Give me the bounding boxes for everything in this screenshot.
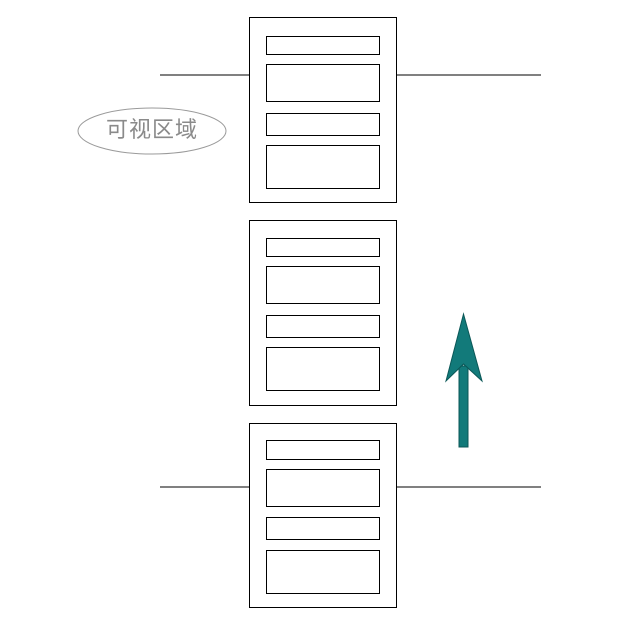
card-row-title [266, 36, 380, 55]
viewport-label-ellipse [77, 107, 227, 155]
card-row-title [266, 113, 380, 136]
card-row-title [266, 440, 380, 460]
card-row-block [266, 266, 380, 304]
card-bottom [249, 423, 397, 608]
card-row-title [266, 238, 380, 257]
card-middle [249, 220, 397, 406]
card-row-title [266, 517, 380, 540]
card-row-block [266, 550, 380, 594]
card-row-block [266, 469, 380, 507]
card-row-block [266, 64, 380, 102]
card-row-block [266, 145, 380, 189]
card-row-title [266, 315, 380, 338]
arrow-head [445, 312, 483, 383]
card-top [249, 17, 397, 203]
scroll-up-arrow-icon [445, 312, 483, 448]
arrow-shaft [458, 365, 469, 448]
card-row-block [266, 347, 380, 391]
